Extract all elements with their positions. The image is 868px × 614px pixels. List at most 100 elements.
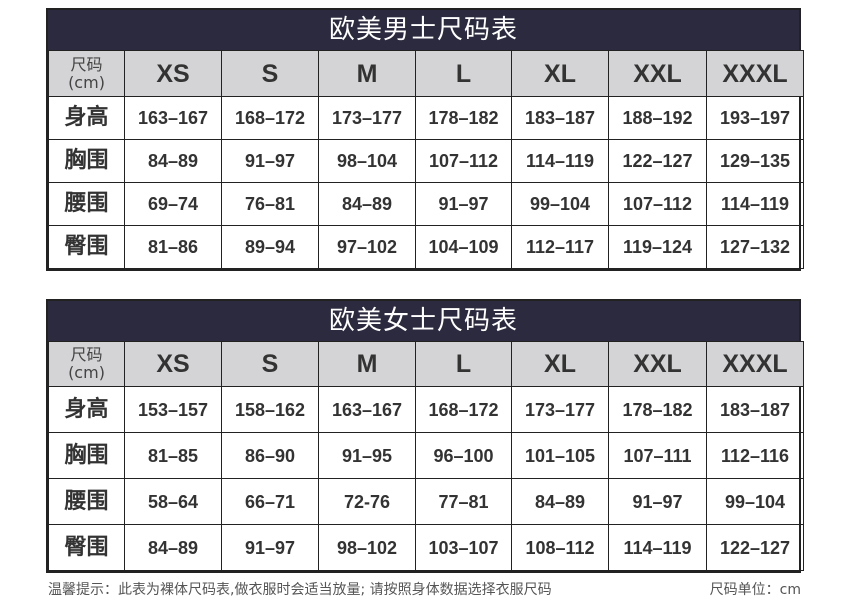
row-label: 臀围	[48, 225, 125, 269]
size-header: XS	[124, 341, 222, 387]
measurement-cell: 122–127	[608, 139, 707, 183]
measurement-cell: 168–172	[221, 96, 319, 140]
measurement-cell: 107–111	[608, 432, 707, 479]
measurement-cell: 89–94	[221, 225, 319, 269]
header-row: 尺码 (cm) XS S M L XL XXL XXXL	[48, 341, 804, 387]
measurement-cell: 76–81	[221, 182, 319, 226]
measurement-cell: 188–192	[608, 96, 707, 140]
corner-label: 尺码	[70, 54, 103, 74]
measurement-cell: 112–117	[511, 225, 609, 269]
measurement-cell: 77–81	[415, 478, 512, 525]
row-label: 身高	[48, 96, 125, 140]
women-size-chart: 欧美女士尺码表 尺码 (cm) XS S M L XL XXL XXXL 身高 153–157 158…	[46, 299, 804, 573]
measurement-cell: 104–109	[415, 225, 512, 269]
row-label: 臀围	[48, 524, 125, 571]
measurement-cell: 153–157	[124, 386, 222, 433]
size-header: L	[415, 50, 512, 97]
measurement-cell: 112–116	[706, 432, 804, 479]
measurement-cell: 99–104	[511, 182, 609, 226]
measurement-cell: 58–64	[124, 478, 222, 525]
corner-unit: (cm)	[68, 363, 105, 382]
table-row: 身高 153–157 158–162 163–167 168–172 173–177 178…	[48, 386, 804, 433]
table-row: 腰围 69–74 76–81 84–89 91–97 99–104 107–112 114–1…	[48, 182, 804, 226]
measurement-cell: 158–162	[221, 386, 319, 433]
chart-title: 欧美男士尺码表	[48, 10, 799, 50]
measurement-cell: 183–187	[706, 386, 804, 433]
measurement-cell: 163–167	[124, 96, 222, 140]
page: 欧美男士尺码表 尺码 (cm) XS S M L XL XXL XXXL 身高 163–167 168…	[46, 8, 804, 603]
measurement-cell: 114–119	[706, 182, 804, 226]
measurement-cell: 101–105	[511, 432, 609, 479]
row-label: 腰围	[48, 478, 125, 525]
size-header: XXXL	[706, 341, 804, 387]
measurement-cell: 86–90	[221, 432, 319, 479]
measurement-cell: 99–104	[706, 478, 804, 525]
measurement-cell: 91–97	[608, 478, 707, 525]
measurement-cell: 183–187	[511, 96, 609, 140]
table-row: 胸围 81–85 86–90 91–95 96–100 101–105 107–111 112…	[48, 432, 804, 479]
corner-unit: (cm)	[68, 72, 105, 92]
corner-label: 尺码	[70, 345, 103, 364]
header-row: 尺码 (cm) XS S M L XL XXL XXXL	[48, 50, 804, 97]
measurement-cell: 107–112	[415, 139, 512, 183]
size-header: M	[318, 341, 416, 387]
measurement-cell: 84–89	[124, 139, 222, 183]
measurement-cell: 98–102	[318, 524, 416, 571]
measurement-cell: 127–132	[706, 225, 804, 269]
table-row: 臀围 84–89 91–97 98–102 103–107 108–112 114–119 1…	[48, 524, 804, 571]
measurement-cell: 69–74	[124, 182, 222, 226]
measurement-cell: 163–167	[318, 386, 416, 433]
measurement-cell: 129–135	[706, 139, 804, 183]
table-row: 腰围 58–64 66–71 72-76 77–81 84–89 91–97 99–104	[48, 478, 804, 525]
row-label: 身高	[48, 386, 125, 433]
row-label: 胸围	[48, 432, 125, 479]
measurement-cell: 103–107	[415, 524, 512, 571]
size-header: XL	[511, 50, 609, 97]
measurement-cell: 173–177	[318, 96, 416, 140]
size-header: XXL	[608, 50, 707, 97]
size-table: 尺码 (cm) XS S M L XL XXL XXXL 身高 163–167 168–172 173–…	[48, 50, 804, 269]
measurement-cell: 72-76	[318, 478, 416, 525]
measurement-cell: 108–112	[511, 524, 609, 571]
corner-cell: 尺码 (cm)	[48, 50, 125, 97]
size-header: XXL	[608, 341, 707, 387]
measurement-cell: 81–86	[124, 225, 222, 269]
measurement-cell: 91–95	[318, 432, 416, 479]
size-header: XL	[511, 341, 609, 387]
measurement-cell: 91–97	[221, 139, 319, 183]
measurement-cell: 66–71	[221, 478, 319, 525]
footer-note: 温馨提示：此表为裸体尺码表,做衣服时会适当放量; 请按照身体数据选择衣服尺码	[48, 582, 552, 598]
measurement-cell: 107–112	[608, 182, 707, 226]
table-row: 身高 163–167 168–172 173–177 178–182 183–187 188…	[48, 96, 804, 140]
measurement-cell: 84–89	[318, 182, 416, 226]
measurement-cell: 97–102	[318, 225, 416, 269]
measurement-cell: 193–197	[706, 96, 804, 140]
chart-title: 欧美女士尺码表	[48, 301, 799, 341]
corner-cell: 尺码 (cm)	[48, 341, 125, 387]
size-header: XXXL	[706, 50, 804, 97]
size-header: S	[221, 50, 319, 97]
measurement-cell: 114–119	[511, 139, 609, 183]
men-size-chart: 欧美男士尺码表 尺码 (cm) XS S M L XL XXL XXXL 身高 163–167 168…	[46, 8, 804, 271]
table-row: 胸围 84–89 91–97 98–104 107–112 114–119 122–127 1…	[48, 139, 804, 183]
size-header: L	[415, 341, 512, 387]
row-label: 腰围	[48, 182, 125, 226]
measurement-cell: 168–172	[415, 386, 512, 433]
measurement-cell: 178–182	[415, 96, 512, 140]
size-table: 尺码 (cm) XS S M L XL XXL XXXL 身高 153–157 158–162 163–…	[48, 341, 804, 571]
measurement-cell: 84–89	[124, 524, 222, 571]
measurement-cell: 178–182	[608, 386, 707, 433]
measurement-cell: 122–127	[706, 524, 804, 571]
size-header: XS	[124, 50, 222, 97]
measurement-cell: 119–124	[608, 225, 707, 269]
measurement-cell: 114–119	[608, 524, 707, 571]
measurement-cell: 98–104	[318, 139, 416, 183]
measurement-cell: 84–89	[511, 478, 609, 525]
footer: 温馨提示：此表为裸体尺码表,做衣服时会适当放量; 请按照身体数据选择衣服尺码 尺…	[46, 581, 801, 603]
size-header: M	[318, 50, 416, 97]
size-header: S	[221, 341, 319, 387]
table-row: 臀围 81–86 89–94 97–102 104–109 112–117 119–124 1…	[48, 225, 804, 269]
measurement-cell: 91–97	[415, 182, 512, 226]
row-label: 胸围	[48, 139, 125, 183]
footer-unit: 尺码单位：cm	[709, 582, 801, 598]
